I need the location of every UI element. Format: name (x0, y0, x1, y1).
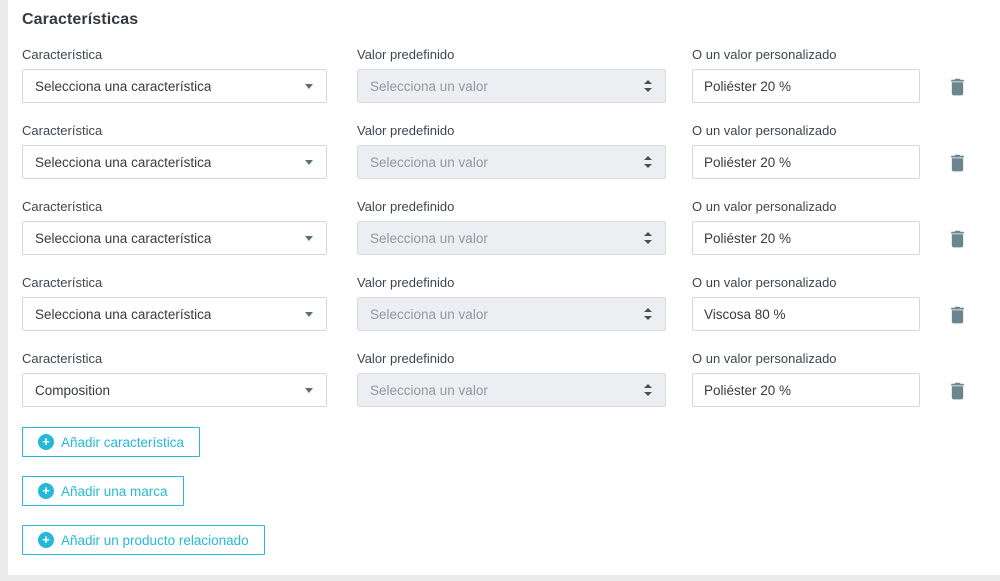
predefined-value-label: Valor predefinido (357, 275, 455, 290)
chevron-down-icon (305, 236, 313, 241)
predefined-value-label: Valor predefinido (357, 199, 455, 214)
chevron-down-icon (305, 160, 313, 165)
feature-select[interactable]: Selecciona una característica (22, 297, 327, 331)
add-brand-button[interactable]: + Añadir una marca (22, 476, 184, 506)
predefined-value-select: Selecciona un valor (357, 69, 666, 103)
feature-select-value: Selecciona una característica (35, 230, 212, 246)
add-actions: + Añadir característica + Añadir una mar… (22, 427, 1000, 555)
predefined-select-value: Selecciona un valor (370, 306, 488, 322)
custom-value-input[interactable] (692, 297, 920, 331)
feature-select[interactable]: Composition (22, 373, 327, 407)
trash-icon (951, 382, 964, 400)
trash-icon (951, 230, 964, 248)
predefined-select-value: Selecciona un valor (370, 382, 488, 398)
add-brand-label: Añadir una marca (61, 483, 168, 499)
unfold-icon (644, 232, 652, 244)
chevron-down-icon (305, 312, 313, 317)
feature-select-value: Selecciona una característica (35, 306, 212, 322)
feature-select-value: Selecciona una característica (35, 154, 212, 170)
delete-row-button[interactable] (949, 229, 966, 248)
add-feature-button[interactable]: + Añadir característica (22, 427, 201, 457)
feature-label: Característica (22, 199, 103, 214)
unfold-icon (644, 80, 652, 92)
add-feature-label: Añadir característica (61, 434, 185, 450)
delete-row-button[interactable] (949, 153, 966, 172)
trash-icon (951, 306, 964, 324)
custom-value-label: O un valor personalizado (692, 275, 837, 290)
unfold-icon (644, 156, 652, 168)
feature-select[interactable]: Selecciona una característica (22, 145, 327, 179)
predefined-value-select: Selecciona un valor (357, 145, 666, 179)
trash-icon (951, 78, 964, 96)
chevron-down-icon (305, 84, 313, 89)
custom-value-input[interactable] (692, 69, 920, 103)
delete-row-button[interactable] (949, 77, 966, 96)
feature-row: Característica Selecciona una caracterís… (22, 46, 1000, 103)
predefined-value-select: Selecciona un valor (357, 373, 666, 407)
feature-label: Característica (22, 123, 103, 138)
custom-value-input[interactable] (692, 221, 920, 255)
predefined-value-label: Valor predefinido (357, 351, 455, 366)
feature-select[interactable]: Selecciona una característica (22, 221, 327, 255)
unfold-icon (644, 384, 652, 396)
custom-value-label: O un valor personalizado (692, 47, 837, 62)
features-panel: Características Característica Seleccion… (8, 0, 1000, 575)
custom-value-input[interactable] (692, 373, 920, 407)
predefined-select-value: Selecciona un valor (370, 78, 488, 94)
feature-select-value: Selecciona una característica (35, 78, 212, 94)
feature-row: Característica Selecciona una caracterís… (22, 198, 1000, 255)
predefined-value-label: Valor predefinido (357, 47, 455, 62)
chevron-down-icon (305, 388, 313, 393)
predefined-select-value: Selecciona un valor (370, 230, 488, 246)
feature-select[interactable]: Selecciona una característica (22, 69, 327, 103)
delete-row-button[interactable] (949, 305, 966, 324)
custom-value-label: O un valor personalizado (692, 123, 837, 138)
add-related-product-label: Añadir un producto relacionado (61, 532, 249, 548)
custom-value-input[interactable] (692, 145, 920, 179)
page-title: Características (22, 11, 139, 28)
unfold-icon (644, 308, 652, 320)
feature-label: Característica (22, 275, 103, 290)
feature-row: Característica Selecciona una caracterís… (22, 122, 1000, 179)
feature-label: Característica (22, 47, 103, 62)
feature-row: Característica Selecciona una caracterís… (22, 274, 1000, 331)
feature-select-value: Composition (35, 382, 111, 398)
plus-circle-icon: + (38, 532, 54, 548)
delete-row-button[interactable] (949, 381, 966, 400)
add-related-product-button[interactable]: + Añadir un producto relacionado (22, 525, 265, 555)
predefined-value-label: Valor predefinido (357, 123, 455, 138)
trash-icon (951, 154, 964, 172)
predefined-value-select: Selecciona un valor (357, 221, 666, 255)
custom-value-label: O un valor personalizado (692, 199, 837, 214)
predefined-value-select: Selecciona un valor (357, 297, 666, 331)
predefined-select-value: Selecciona un valor (370, 154, 488, 170)
custom-value-label: O un valor personalizado (692, 351, 837, 366)
feature-row: Característica Composition Valor predefi… (22, 350, 1000, 407)
feature-label: Característica (22, 351, 103, 366)
plus-circle-icon: + (38, 483, 54, 499)
plus-circle-icon: + (38, 434, 54, 450)
